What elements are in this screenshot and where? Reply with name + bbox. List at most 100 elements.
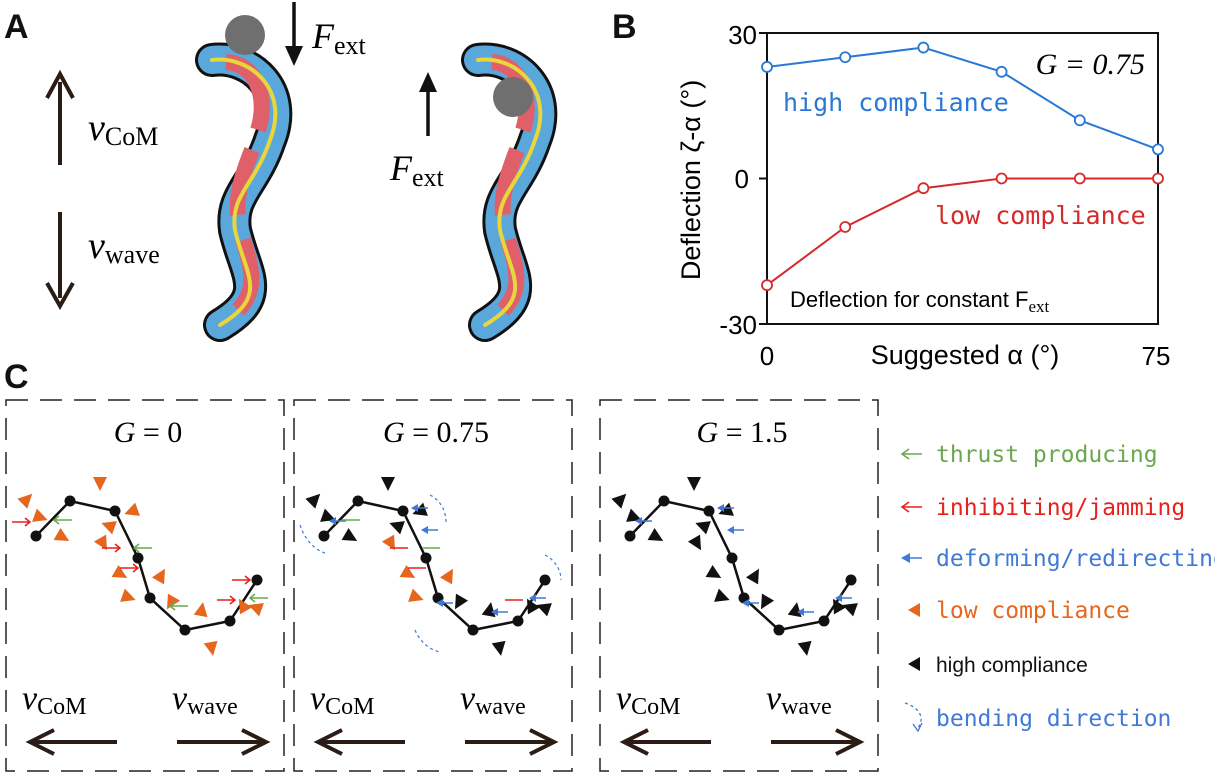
joint (109, 505, 121, 517)
compliance-triangle (626, 508, 642, 522)
compliance-triangle (714, 588, 730, 602)
compliance-triangle (481, 602, 496, 618)
joint (420, 552, 432, 564)
compliance-triangle (151, 568, 165, 585)
inhibiting-arrow (12, 517, 32, 527)
box-title: G = 1.5 (696, 416, 787, 449)
chart-series (761, 41, 1164, 292)
compliance-triangle (611, 493, 627, 509)
joint (773, 624, 785, 636)
dashed-frame (293, 399, 573, 772)
joint (512, 615, 524, 627)
gait-box-2: G = 1.5 vCoM vwave (599, 399, 879, 772)
joint (30, 530, 42, 542)
compliance-triangle (647, 527, 664, 541)
box-title: G = 0.75 (383, 416, 489, 449)
series-label-low: low compliance (935, 201, 1146, 230)
legend-item-bending: bending direction (904, 702, 1171, 733)
panel-label-b: B (612, 8, 637, 46)
compliance-triangle (412, 502, 428, 516)
joint (703, 505, 715, 517)
data-point (761, 279, 773, 292)
ball-right (493, 77, 533, 117)
bending-direction-arrow (429, 494, 447, 524)
compliance-triangle (761, 593, 775, 610)
data-point (761, 61, 773, 73)
deflection-note: Deflection for constant Fext (790, 287, 1049, 316)
g-annotation: G = 0.75 (1036, 48, 1145, 81)
v-wave-arrow (45, 212, 75, 311)
inhibiting-arrow (232, 575, 252, 585)
series-line-low (766, 177, 1158, 287)
compliance-triangle (705, 564, 722, 578)
v-com-label: vCoM (310, 680, 374, 720)
bending-direction-arrow (414, 629, 441, 653)
v-wave-label: vwave (766, 680, 832, 720)
data-point (917, 41, 930, 54)
compliance-triangle (842, 603, 858, 617)
v-com-label: vCoM (88, 107, 158, 151)
legend-label-thrust: thrust producing (936, 442, 1158, 468)
legend-label-deforming: deforming/redirecting (936, 546, 1215, 572)
legend-label-inhibiting: inhibiting/jamming (936, 495, 1185, 521)
joint (845, 574, 857, 586)
compliance-triangle (93, 534, 107, 551)
thrust-arrow (248, 593, 268, 603)
joint (132, 552, 144, 564)
legend-label-low: low compliance (936, 598, 1130, 624)
ball-left (225, 15, 265, 55)
joint (818, 615, 830, 627)
f-ext-top-label: Fext (311, 16, 367, 60)
compliance-triangle (695, 521, 711, 535)
compliance-triangle (745, 568, 759, 585)
joint (658, 495, 670, 507)
thrust-arrow (52, 515, 72, 525)
compliance-triangle (93, 477, 107, 491)
compliance-triangle (341, 527, 358, 541)
data-point (1152, 172, 1164, 185)
dashed-frame (599, 399, 879, 772)
v-com-arrow (45, 69, 75, 165)
xtick-label-0: 0 (760, 341, 774, 371)
v-com-arrow (313, 728, 405, 756)
compliance-triangle (101, 521, 117, 535)
compliance-triangle (53, 527, 70, 541)
joint (624, 530, 636, 542)
compliance-triangle (320, 508, 336, 522)
dashed-curve-arrow-icon (904, 702, 922, 729)
v-wave-label: vwave (172, 680, 238, 720)
v-wave-label: vwave (88, 225, 160, 269)
v-wave-arrow (465, 728, 559, 756)
joint (352, 495, 364, 507)
series-label-high: high compliance (783, 88, 1009, 117)
inhibiting-arrow (102, 543, 122, 553)
compliance-triangle (120, 588, 136, 602)
joint (224, 615, 236, 627)
data-point (917, 182, 930, 195)
compliance-triangle (536, 603, 552, 617)
robot-body (299, 477, 562, 656)
compliance-triangle (687, 477, 701, 491)
legend-label-bending: bending direction (936, 706, 1171, 732)
compliance-triangle (833, 598, 847, 615)
x-axis-label: Suggested α (°) (871, 340, 1060, 370)
thrust-arrow (132, 543, 152, 553)
compliance-triangle (111, 564, 128, 578)
legend-item-high: high compliance (908, 654, 1088, 677)
ytick-label-30: 30 (728, 20, 757, 50)
legend-item-thrust: thrust producing (900, 442, 1158, 468)
compliance-triangle (124, 502, 140, 516)
compliance-triangle (718, 502, 734, 516)
legend-label-high: high compliance (936, 654, 1088, 677)
compliance-triangle (797, 640, 812, 656)
triangle-left-icon (908, 603, 920, 617)
joint (251, 574, 263, 586)
box-title: G = 0 (114, 416, 183, 449)
dashed-frame (5, 399, 285, 772)
joint (318, 530, 330, 542)
series-line-high (766, 46, 1159, 151)
joint (64, 495, 76, 507)
bending-direction-arrow (299, 524, 326, 554)
data-point (995, 172, 1008, 185)
compliance-triangle (239, 598, 253, 615)
